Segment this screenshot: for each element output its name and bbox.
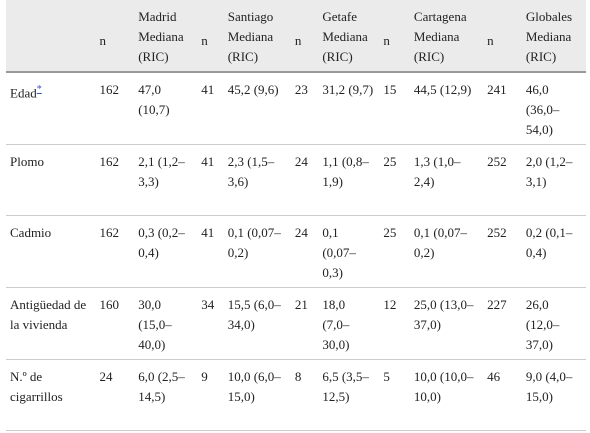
median-cell: 1,1 (0,8–1,9) (322, 154, 369, 189)
median-cell: 46,0 (36,0–54,0) (525, 82, 560, 137)
n-cell: 252 (487, 154, 507, 169)
city-name: Santiago (227, 9, 274, 24)
n-cell: 9 (201, 369, 208, 384)
city-name: Globales (525, 9, 573, 24)
n-cell: 41 (201, 154, 215, 169)
median-cell: 26,0 (12,0–37,0) (525, 297, 560, 352)
median-cell: 31,2 (9,7) (322, 82, 374, 97)
n-cell: 241 (487, 82, 507, 97)
city-name: Getafe (322, 9, 357, 24)
table-row: N.º de cigarrillos 24 6,0 (2,5–14,5) 9 10,0 … (6, 360, 586, 431)
label-text: Plomo (10, 154, 44, 169)
data-table: n Madrid Mediana (RIC) n Santiago Mediana (RI… (6, 0, 586, 431)
n-cell: 24 (99, 369, 113, 384)
n-cell: 41 (201, 82, 215, 97)
n-cell: 25 (383, 225, 397, 240)
header-row: n Madrid Mediana (RIC) n Santiago Mediana (RI… (6, 0, 586, 72)
median-label: Mediana (RIC) (322, 29, 368, 64)
median-cell: 10,0 (10,0–10,0) (413, 369, 474, 404)
row-label: Plomo (6, 145, 96, 216)
median-label: Mediana (RIC) (138, 29, 184, 64)
n-cell: 41 (201, 225, 215, 240)
n-cell: 162 (99, 154, 120, 169)
median-cell: 10,0 (6,0–15,0) (227, 369, 281, 404)
n-cell: 15 (383, 82, 397, 97)
corner (6, 0, 96, 72)
n-cell: 24 (294, 225, 308, 240)
median-label: Mediana (RIC) (413, 29, 460, 64)
n-header: n (487, 32, 494, 48)
median-cell: 2,3 (1,5–3,6) (227, 154, 275, 189)
n-cell: 5 (383, 369, 390, 384)
n-cell: 8 (294, 369, 302, 384)
n-cell: 25 (383, 154, 397, 169)
median-cell: 44,5 (12,9) (413, 82, 472, 97)
n-cell: 23 (294, 82, 308, 97)
median-label: Mediana (RIC) (525, 29, 572, 64)
table-body: Edad* 162 47,0 (10,7) 41 45,2 (9,6) 23 31,2 (9… (6, 72, 586, 431)
median-cell: 0,1 (0,07–0,2) (227, 225, 281, 260)
n-header: n (294, 32, 302, 48)
median-header: Globales Mediana (RIC) (522, 0, 586, 72)
median-cell: 2,0 (1,2–3,1) (525, 154, 573, 189)
n-header: n (383, 32, 390, 48)
median-cell: 45,2 (9,6) (227, 82, 279, 97)
n-cell: 12 (383, 297, 397, 312)
median-header: Getafe Mediana (RIC) (318, 0, 379, 72)
label-text: N.º de cigarrillos (10, 369, 63, 404)
label-text: Antigüedad de la vivienda (10, 297, 87, 332)
median-cell: 1,3 (1,0–2,4) (413, 154, 461, 189)
median-cell: 15,5 (6,0–34,0) (227, 297, 281, 332)
footnote-link[interactable]: * (36, 84, 42, 95)
median-cell: 0,1 (0,07–0,2) (413, 225, 467, 260)
n-cell: 34 (201, 297, 215, 312)
n-cell: 21 (294, 297, 308, 312)
median-cell: 25,0 (13,0–37,0) (413, 297, 474, 332)
median-cell: 0,3 (0,2–0,4) (138, 225, 185, 260)
n-cell: 162 (99, 225, 120, 240)
row-label: Antigüedad de la vivienda (6, 288, 96, 360)
n-cell: 227 (487, 297, 507, 312)
median-cell: 6,0 (2,5–14,5) (138, 369, 185, 404)
city-name: Cartagena (413, 9, 467, 24)
n-cell: 46 (487, 369, 501, 384)
row-label: N.º de cigarrillos (6, 360, 96, 431)
table-row: Cadmio 162 0,3 (0,2–0,4) 41 0,1 (0,07–0,2) 24… (6, 216, 586, 288)
label-text: Cadmio (10, 225, 52, 240)
median-cell: 0,1 (0,07–0,3) (322, 225, 356, 280)
n-header: n (99, 32, 107, 48)
n-cell: 162 (99, 82, 120, 97)
median-cell: 47,0 (10,7) (138, 82, 170, 117)
n-header: n (201, 32, 208, 48)
label-text: Edad (10, 85, 37, 101)
median-cell: 9,0 (4,0–15,0) (525, 369, 573, 404)
row-label: Edad* (6, 72, 96, 145)
median-cell: 30,0 (15,0–40,0) (138, 297, 172, 352)
median-cell: 18,0 (7,0–30,0) (322, 297, 350, 352)
median-cell: 2,1 (1,2–3,3) (138, 154, 185, 189)
n-cell: 160 (99, 297, 120, 312)
median-header: Madrid Mediana (RIC) (134, 0, 197, 72)
table-row: Edad* 162 47,0 (10,7) 41 45,2 (9,6) 23 31,2 (9… (6, 72, 586, 145)
row-label: Cadmio (6, 216, 96, 288)
table-row: Antigüedad de la vivienda 160 30,0 (15,0–4… (6, 288, 586, 360)
n-cell: 24 (294, 154, 308, 169)
median-cell: 0,2 (0,1–0,4) (525, 225, 573, 260)
median-cell: 6,5 (3,5–12,5) (322, 369, 369, 404)
median-header: Santiago Mediana (RIC) (224, 0, 291, 72)
median-header: Cartagena Mediana (RIC) (410, 0, 483, 72)
median-label: Mediana (RIC) (227, 29, 274, 64)
table-row: Plomo 162 2,1 (1,2–3,3) 41 2,3 (1,5–3,6) 24 1,… (6, 145, 586, 216)
n-cell: 252 (487, 225, 507, 240)
city-name: Madrid (138, 9, 177, 24)
